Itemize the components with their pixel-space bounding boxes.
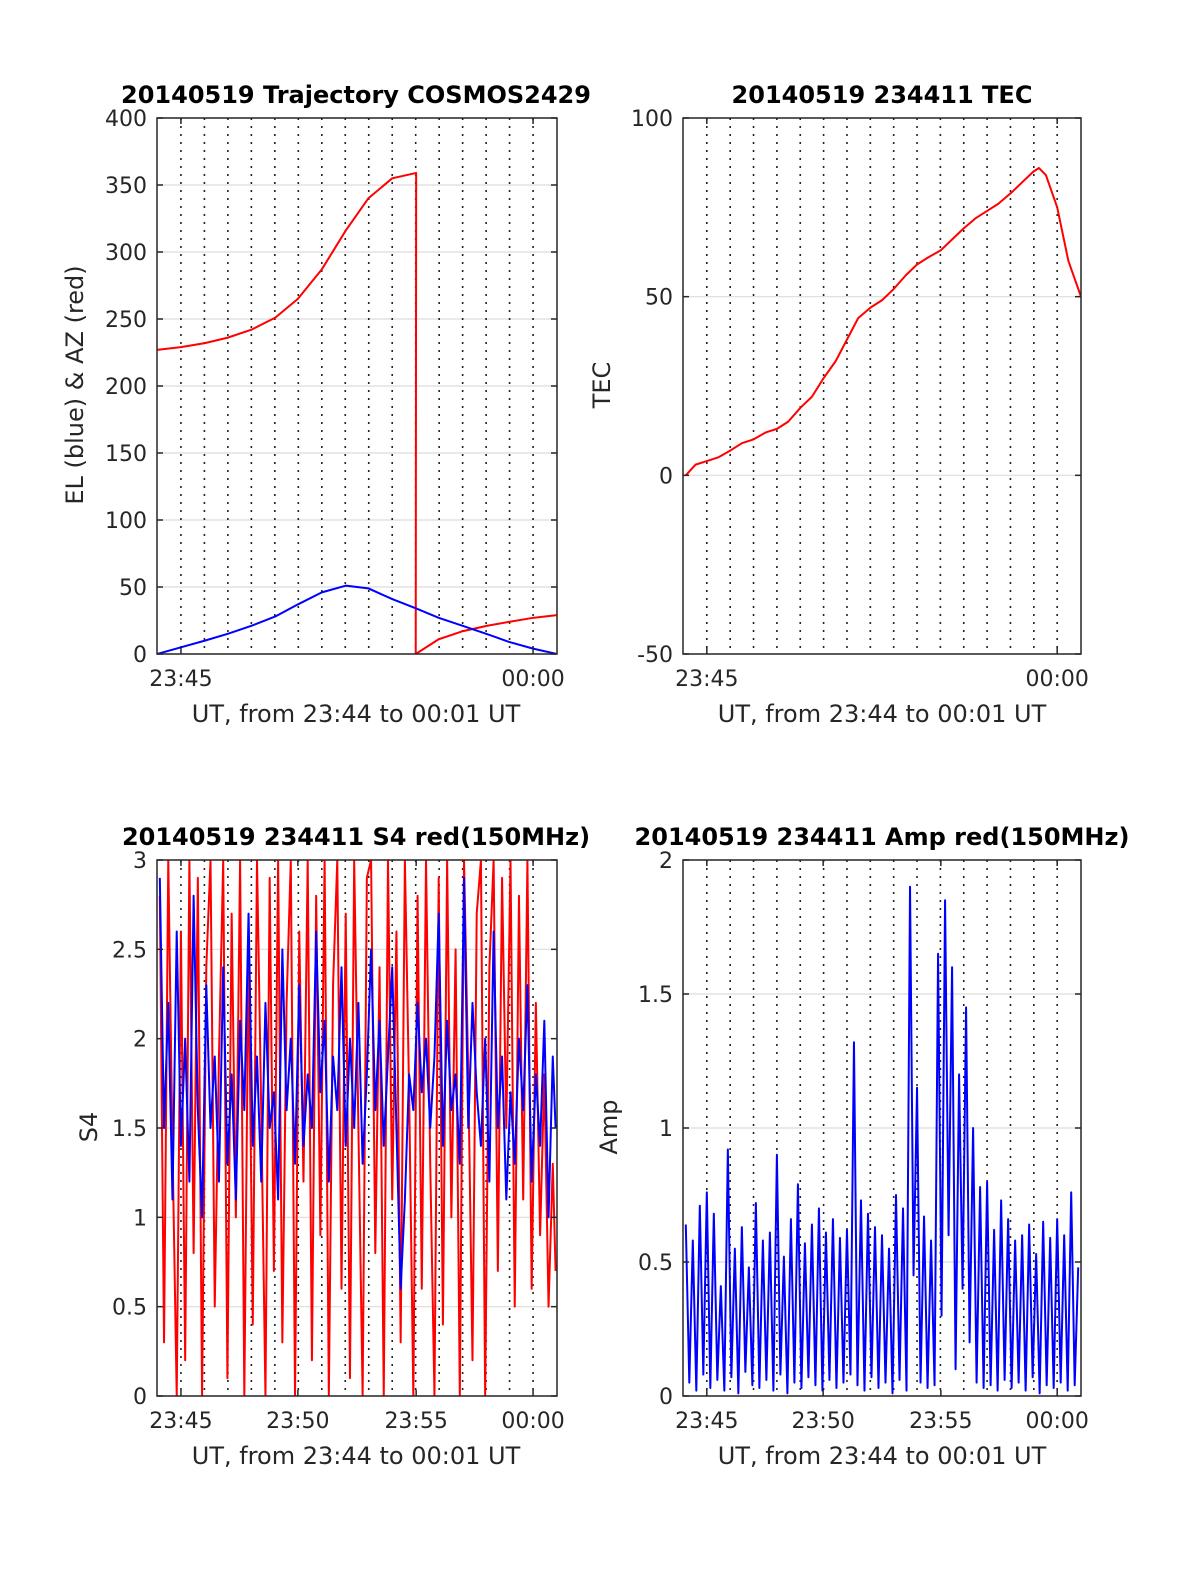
trajectory-xlabel: UT, from 23:44 to 00:01 UT <box>192 700 521 728</box>
traj-xtick-label-0: 23:45 <box>149 667 212 692</box>
amp-xtick-label-0: 23:45 <box>675 1409 738 1434</box>
s4-series-1 <box>158 876 557 1290</box>
amp-ytick-label-1: 0.5 <box>638 1251 673 1276</box>
tec-ytick-label-2: 50 <box>645 286 673 311</box>
s4-ytick-label-5: 2.5 <box>112 938 147 963</box>
traj-series-1 <box>157 584 557 654</box>
amp-xtick-label-1: 23:50 <box>791 1409 854 1434</box>
s4-xtick-label-0: 23:45 <box>149 1409 212 1434</box>
s4-xtick-label-1: 23:50 <box>266 1409 329 1434</box>
tec-panel: 20140519 234411 TEC UT, from 23:44 to 00… <box>588 81 1089 728</box>
amp-xlabel: UT, from 23:44 to 00:01 UT <box>718 1442 1047 1470</box>
traj-ytick-label-3: 150 <box>105 442 147 467</box>
traj-ytick-label-4: 200 <box>105 375 147 400</box>
traj-ytick-label-1: 50 <box>119 576 147 601</box>
s4-ytick-label-6: 3 <box>133 849 147 874</box>
tec-series-0 <box>685 167 1081 477</box>
tec-ytick-label-3: 100 <box>631 107 673 132</box>
trajectory-panel: 20140519 Trajectory COSMOS2429 UT, from … <box>61 81 591 728</box>
tec-xtick-label-1: 00:00 <box>1025 667 1088 692</box>
amp-ytick-label-3: 1.5 <box>638 983 673 1008</box>
tec-ylabel: TEC <box>588 362 616 410</box>
s4-ytick-label-4: 2 <box>133 1028 147 1053</box>
s4-xtick-label-2: 23:55 <box>384 1409 447 1434</box>
amp-title: 20140519 234411 Amp red(150MHz) <box>635 823 1130 851</box>
s4-series-0 <box>158 860 557 1396</box>
tec-ytick-label-0: -50 <box>637 643 673 668</box>
traj-series-0 <box>157 171 557 654</box>
s4-ytick-label-2: 1 <box>133 1206 147 1231</box>
traj-ytick-label-7: 350 <box>105 174 147 199</box>
amp-ytick-label-4: 2 <box>659 849 673 874</box>
amp-series-0 <box>684 885 1080 1395</box>
s4-xtick-label-3: 00:00 <box>501 1409 564 1434</box>
traj-ytick-label-0: 0 <box>133 643 147 668</box>
tec-title: 20140519 234411 TEC <box>732 81 1033 109</box>
tec-xtick-label-0: 23:45 <box>675 667 738 692</box>
amp-panel: 20140519 234411 Amp red(150MHz) UT, from… <box>595 823 1129 1470</box>
tec-ytick-label-1: 0 <box>659 464 673 489</box>
s4-xlabel: UT, from 23:44 to 00:01 UT <box>192 1442 521 1470</box>
amp-ytick-label-2: 1 <box>659 1117 673 1142</box>
amp-ylabel: Amp <box>595 1099 623 1154</box>
s4-panel: 20140519 234411 S4 red(150MHz) UT, from … <box>75 823 590 1470</box>
s4-title: 20140519 234411 S4 red(150MHz) <box>122 823 590 851</box>
traj-ytick-label-2: 100 <box>105 509 147 534</box>
trajectory-ylabel: EL (blue) & AZ (red) <box>61 265 89 504</box>
s4-ytick-label-3: 1.5 <box>112 1117 147 1142</box>
s4-ytick-label-0: 0 <box>133 1385 147 1410</box>
traj-xtick-label-1: 00:00 <box>501 667 564 692</box>
s4-ytick-label-1: 0.5 <box>112 1296 147 1321</box>
s4-ylabel: S4 <box>75 1112 103 1143</box>
amp-ytick-label-0: 0 <box>659 1385 673 1410</box>
tec-xlabel: UT, from 23:44 to 00:01 UT <box>718 700 1047 728</box>
traj-ytick-label-5: 250 <box>105 308 147 333</box>
trajectory-title: 20140519 Trajectory COSMOS2429 <box>121 81 591 109</box>
amp-xtick-label-2: 23:55 <box>909 1409 972 1434</box>
tec-axes-box <box>682 117 1082 655</box>
traj-ytick-label-6: 300 <box>105 241 147 266</box>
traj-ytick-label-8: 400 <box>105 107 147 132</box>
amp-xtick-label-3: 00:00 <box>1025 1409 1088 1434</box>
